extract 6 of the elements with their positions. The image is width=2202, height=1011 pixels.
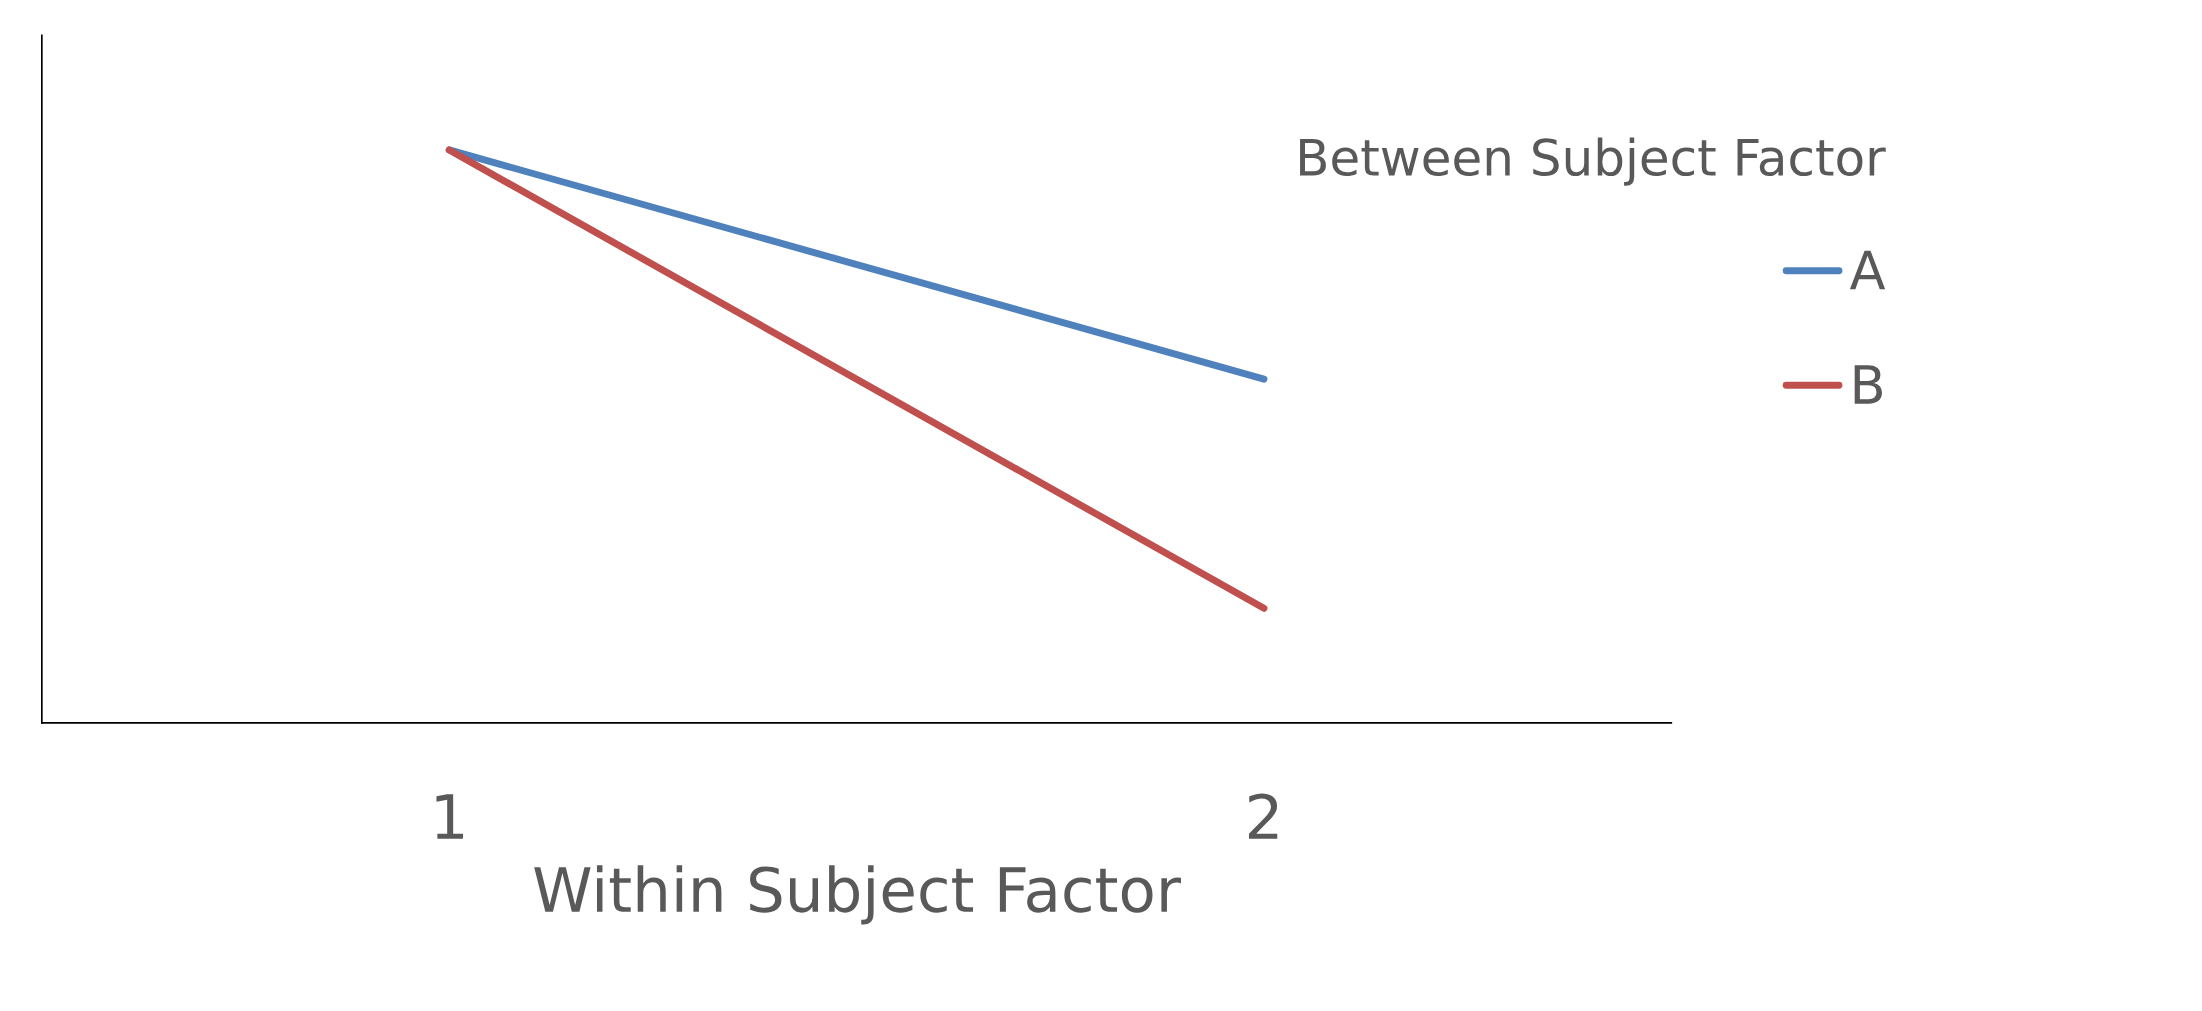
x-tick-label: 2 <box>1248 793 1278 839</box>
x-tick-label: 1 <box>436 794 464 839</box>
legend-title: Between Subject Factor <box>1300 137 1886 186</box>
x-axis-title: Within Subject Factor <box>534 865 1181 925</box>
legend-label: A <box>1849 250 1886 290</box>
legend-label: B <box>1854 365 1882 404</box>
